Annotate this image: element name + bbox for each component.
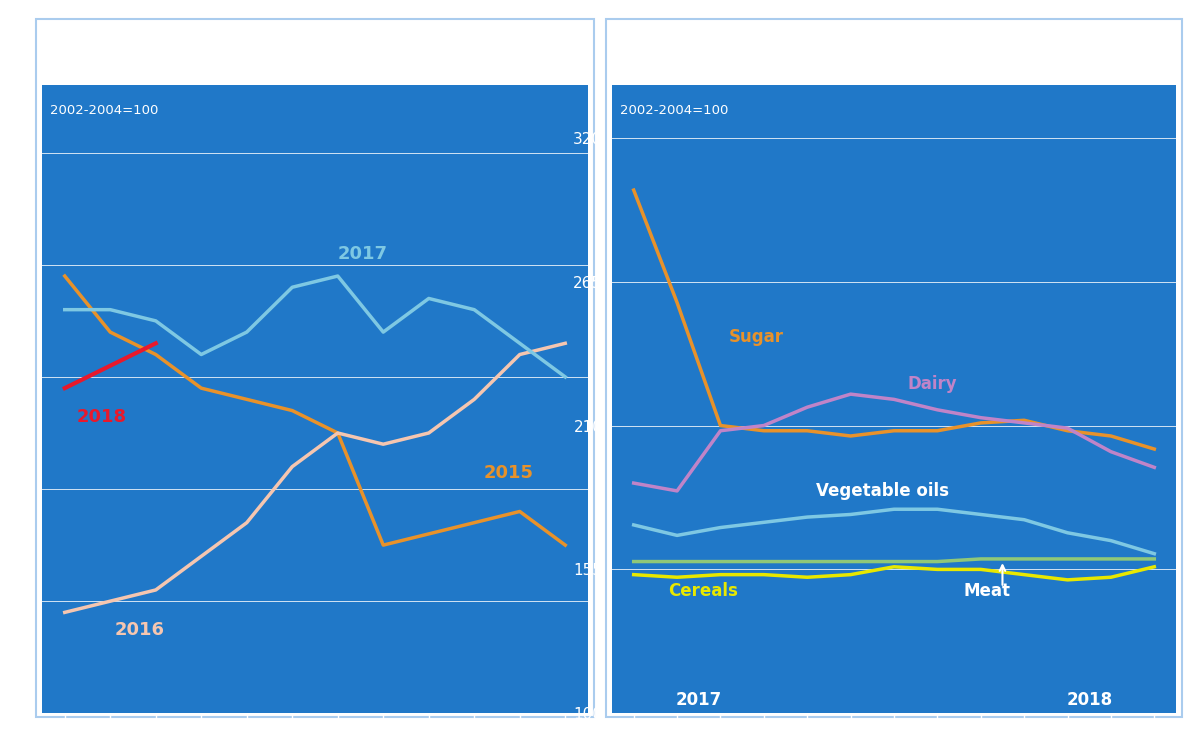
Text: Cereals: Cereals (668, 582, 738, 600)
Text: FAO Food Price Index: FAO Food Price Index (208, 45, 422, 63)
Text: Dairy: Dairy (907, 375, 956, 393)
Text: 2018: 2018 (1066, 692, 1112, 710)
Text: 2015: 2015 (484, 464, 533, 482)
Text: 2002-2004=100: 2002-2004=100 (620, 104, 728, 117)
Text: 2017: 2017 (676, 692, 722, 710)
Text: Sugar: Sugar (730, 328, 784, 345)
Text: FAO Food Commodity Price Indices: FAO Food Commodity Price Indices (719, 45, 1069, 63)
Text: 2018: 2018 (76, 408, 126, 426)
Text: Meat: Meat (964, 582, 1010, 600)
Text: 2016: 2016 (115, 621, 164, 639)
Text: Vegetable oils: Vegetable oils (816, 482, 949, 500)
Text: 2017: 2017 (337, 245, 388, 263)
Text: 2002-2004=100: 2002-2004=100 (50, 104, 158, 117)
